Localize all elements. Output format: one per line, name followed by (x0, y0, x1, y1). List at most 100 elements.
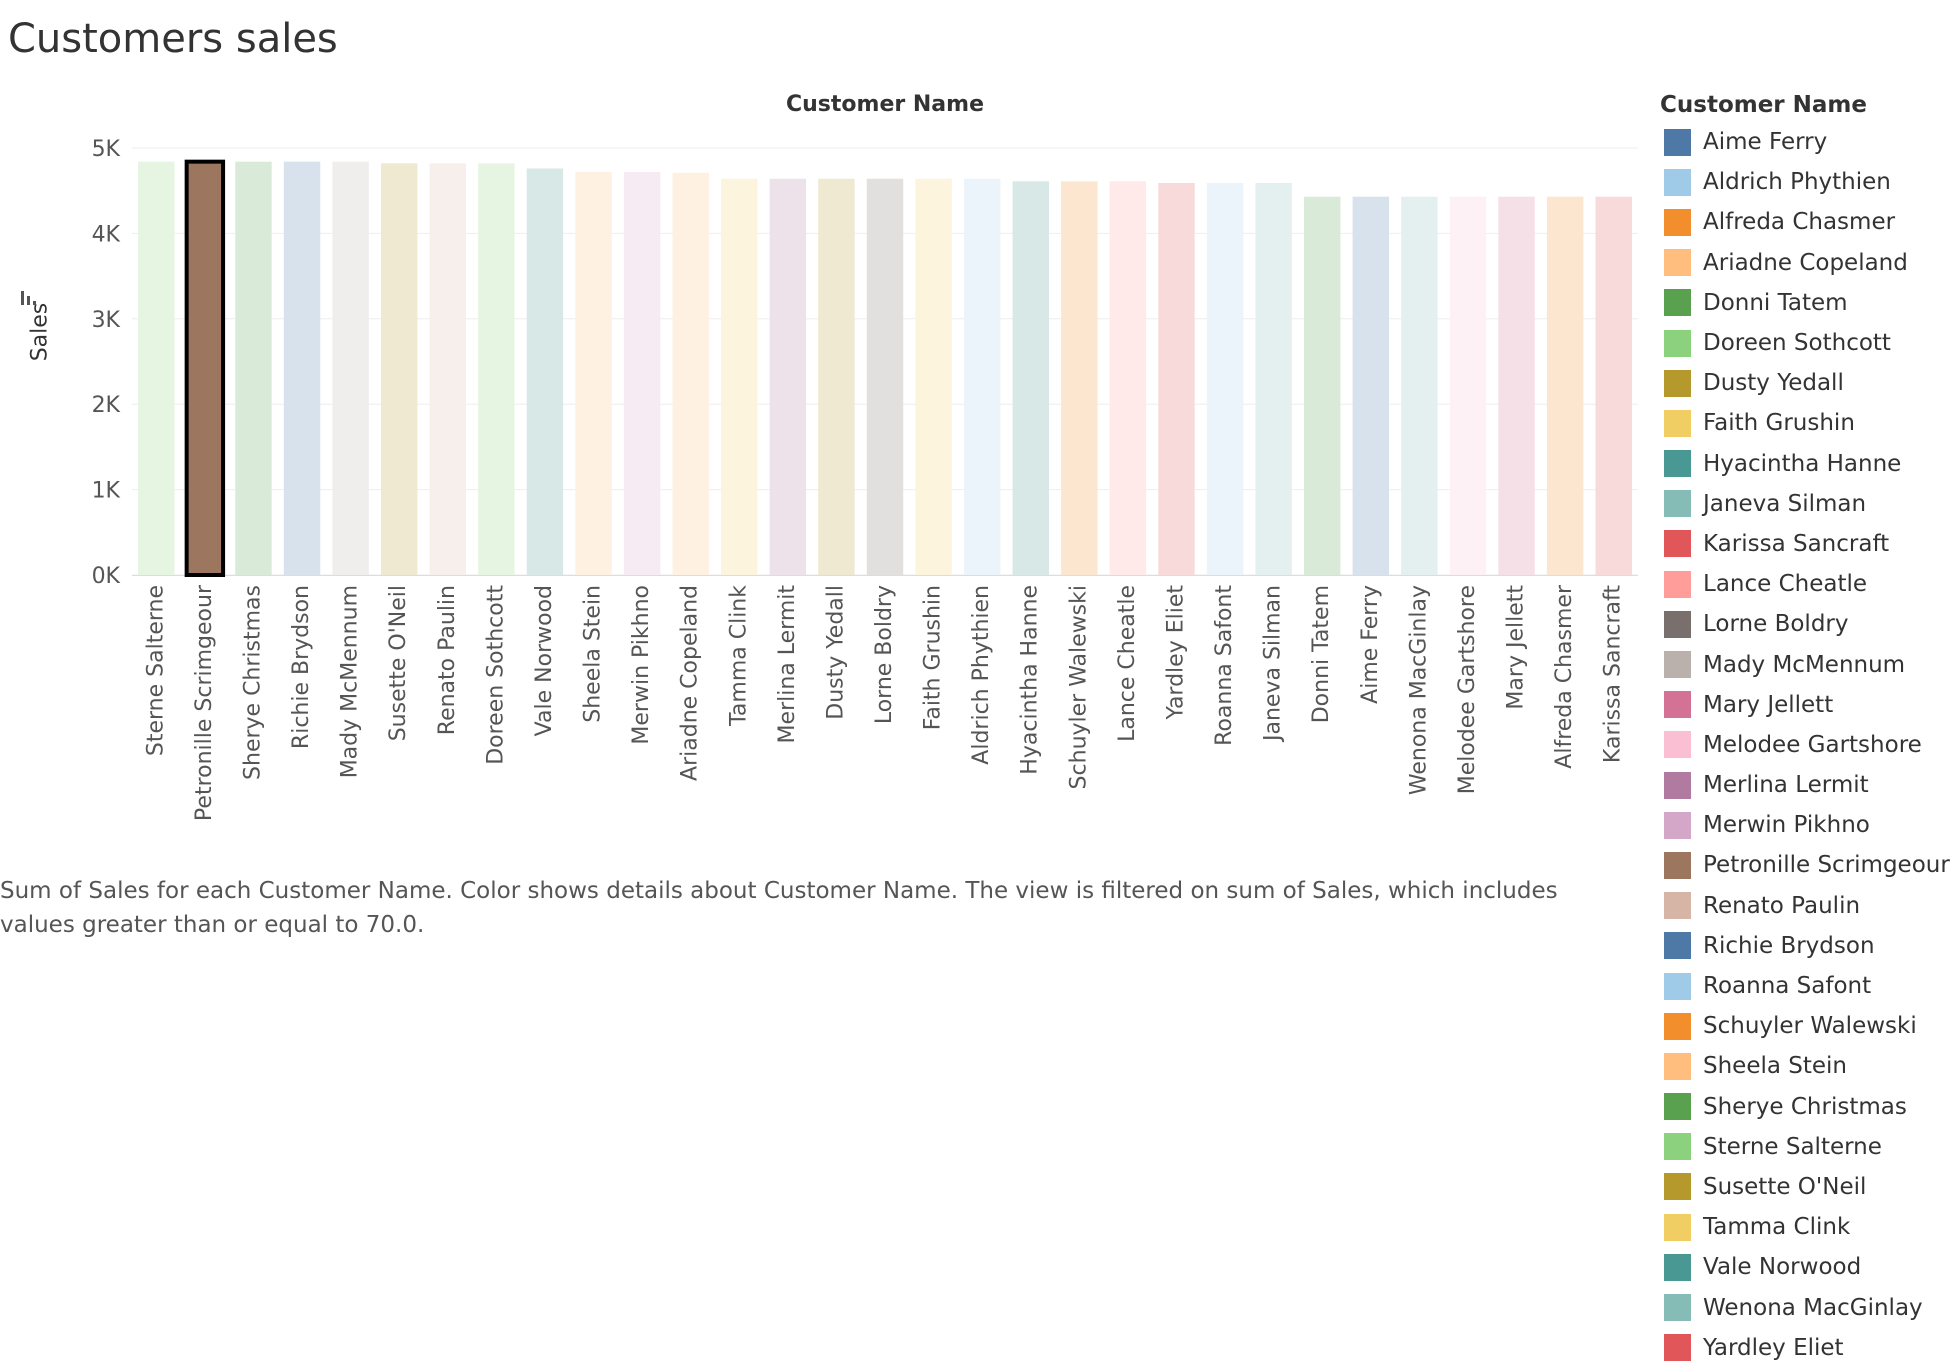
legend-item[interactable]: Tamma Clink (1660, 1207, 1952, 1247)
legend-item[interactable]: Faith Grushin (1660, 403, 1952, 443)
legend-label: Lance Cheatle (1703, 571, 1868, 598)
bar[interactable] (575, 171, 612, 576)
bar[interactable] (1449, 196, 1487, 576)
bar[interactable] (1255, 183, 1292, 575)
legend-title[interactable]: Customer Name (1660, 92, 1867, 118)
legend-swatch (1664, 249, 1691, 277)
bar[interactable] (818, 178, 855, 575)
bar[interactable] (721, 178, 758, 575)
bar[interactable] (1304, 196, 1341, 576)
legend-item[interactable]: Schuyler Walewski (1660, 1006, 1952, 1046)
bar[interactable] (235, 161, 272, 575)
legend-swatch (1664, 208, 1691, 236)
bar[interactable] (332, 161, 369, 575)
x-tick-label: Yardley Eliet (1163, 585, 1188, 721)
legend-item[interactable]: Aldrich Phythien (1660, 162, 1952, 202)
legend-item[interactable]: Merwin Pikhno (1660, 805, 1952, 845)
legend-item[interactable]: Richie Brydson (1660, 926, 1952, 966)
legend-item[interactable]: Wenona MacGinlay (1660, 1287, 1952, 1327)
legend-item[interactable]: Petronille Scrimgeour (1660, 845, 1952, 885)
legend-item[interactable]: Roanna Safont (1660, 966, 1952, 1006)
legend-item[interactable]: Mady McMennum (1660, 644, 1952, 684)
legend-label: Vale Norwood (1703, 1254, 1862, 1281)
legend-swatch (1664, 168, 1691, 196)
x-tick-label: Renato Paulin (435, 585, 460, 735)
bar[interactable] (866, 178, 904, 575)
bar[interactable] (623, 171, 661, 576)
bar[interactable] (184, 159, 226, 577)
legend-swatch (1664, 1334, 1691, 1362)
legend-label: Karissa Sancraft (1703, 530, 1890, 557)
x-tick-label: Petronille Scrimgeour (192, 584, 217, 821)
legend-item[interactable]: Janeva Silman (1660, 484, 1952, 524)
bar[interactable] (1061, 181, 1098, 575)
legend-item[interactable]: Sheela Stein (1660, 1046, 1952, 1086)
bar[interactable] (1158, 183, 1195, 575)
bar[interactable] (1595, 196, 1632, 576)
legend-label: Dusty Yedall (1703, 370, 1844, 397)
bar[interactable] (1401, 196, 1438, 576)
legend-swatch (1664, 128, 1691, 156)
legend-label: Faith Grushin (1703, 410, 1855, 437)
legend-item[interactable]: Renato Paulin (1660, 886, 1952, 926)
legend-label: Roanna Safont (1703, 973, 1872, 1000)
legend-item[interactable]: Yardley Eliet (1660, 1328, 1952, 1368)
page-title: Customers sales (8, 16, 338, 62)
legend-swatch (1664, 570, 1691, 598)
bar[interactable] (1352, 196, 1390, 576)
legend-swatch (1664, 691, 1691, 719)
bar[interactable] (526, 168, 564, 575)
y-tick-label: 2K (92, 393, 121, 418)
legend-label: Schuyler Walewski (1703, 1013, 1917, 1040)
bar[interactable] (915, 178, 952, 575)
legend-label: Wenona MacGinlay (1703, 1294, 1923, 1321)
chart-column-header: Customer Name (786, 92, 984, 117)
bar[interactable] (283, 161, 321, 575)
bar[interactable] (1012, 181, 1049, 575)
bar[interactable] (1206, 183, 1244, 575)
bar[interactable] (963, 178, 1001, 575)
legend-item[interactable]: Lorne Boldry (1660, 604, 1952, 644)
legend-item[interactable]: Alfreda Chasmer (1660, 202, 1952, 242)
y-axis-ticks: 0K 1K 2K 3K 4K 5K (92, 137, 121, 589)
legend-item[interactable]: Aime Ferry (1660, 122, 1952, 162)
x-tick-label: Roanna Safont (1212, 585, 1237, 746)
legend-item[interactable]: Doreen Sothcott (1660, 323, 1952, 363)
bar[interactable] (1546, 196, 1584, 576)
legend-swatch (1664, 771, 1691, 799)
legend-swatch (1664, 1133, 1691, 1161)
bar[interactable] (1498, 196, 1535, 576)
x-tick-label: Tamma Clink (726, 585, 751, 727)
bar[interactable] (380, 163, 418, 575)
legend-item[interactable]: Ariadne Copeland (1660, 243, 1952, 283)
bar[interactable] (138, 161, 175, 575)
bar[interactable] (1109, 181, 1147, 575)
legend-item[interactable]: Donni Tatem (1660, 283, 1952, 323)
legend-item[interactable]: Merlina Lermit (1660, 765, 1952, 805)
legend-item[interactable]: Vale Norwood (1660, 1247, 1952, 1287)
sort-icon[interactable] (18, 285, 40, 307)
legend-label: Yardley Eliet (1703, 1334, 1844, 1361)
legend-label: Aime Ferry (1703, 129, 1828, 156)
legend-item[interactable]: Karissa Sancraft (1660, 524, 1952, 564)
bar[interactable] (478, 163, 515, 575)
legend-label: Petronille Scrimgeour (1703, 852, 1950, 879)
bars (138, 159, 1632, 577)
legend-item[interactable]: Melodee Gartshore (1660, 725, 1952, 765)
x-tick-label: Richie Brydson (289, 585, 314, 749)
legend-item[interactable]: Hyacintha Hanne (1660, 444, 1952, 484)
legend-label: Donni Tatem (1703, 289, 1848, 316)
legend-item[interactable]: Mary Jellett (1660, 685, 1952, 725)
legend-item[interactable]: Sherye Christmas (1660, 1087, 1952, 1127)
legend-item[interactable]: Lance Cheatle (1660, 564, 1952, 604)
legend-item[interactable]: Sterne Salterne (1660, 1127, 1952, 1167)
legend-item[interactable]: Susette O'Neil (1660, 1167, 1952, 1207)
legend-swatch (1664, 932, 1691, 960)
legend-item[interactable]: Dusty Yedall (1660, 363, 1952, 403)
bar[interactable] (429, 163, 466, 575)
legend-swatch (1664, 1294, 1691, 1322)
y-tick-label: 4K (92, 222, 121, 247)
bar[interactable] (769, 178, 807, 575)
legend-swatch (1664, 1253, 1691, 1281)
bar[interactable] (672, 172, 709, 576)
